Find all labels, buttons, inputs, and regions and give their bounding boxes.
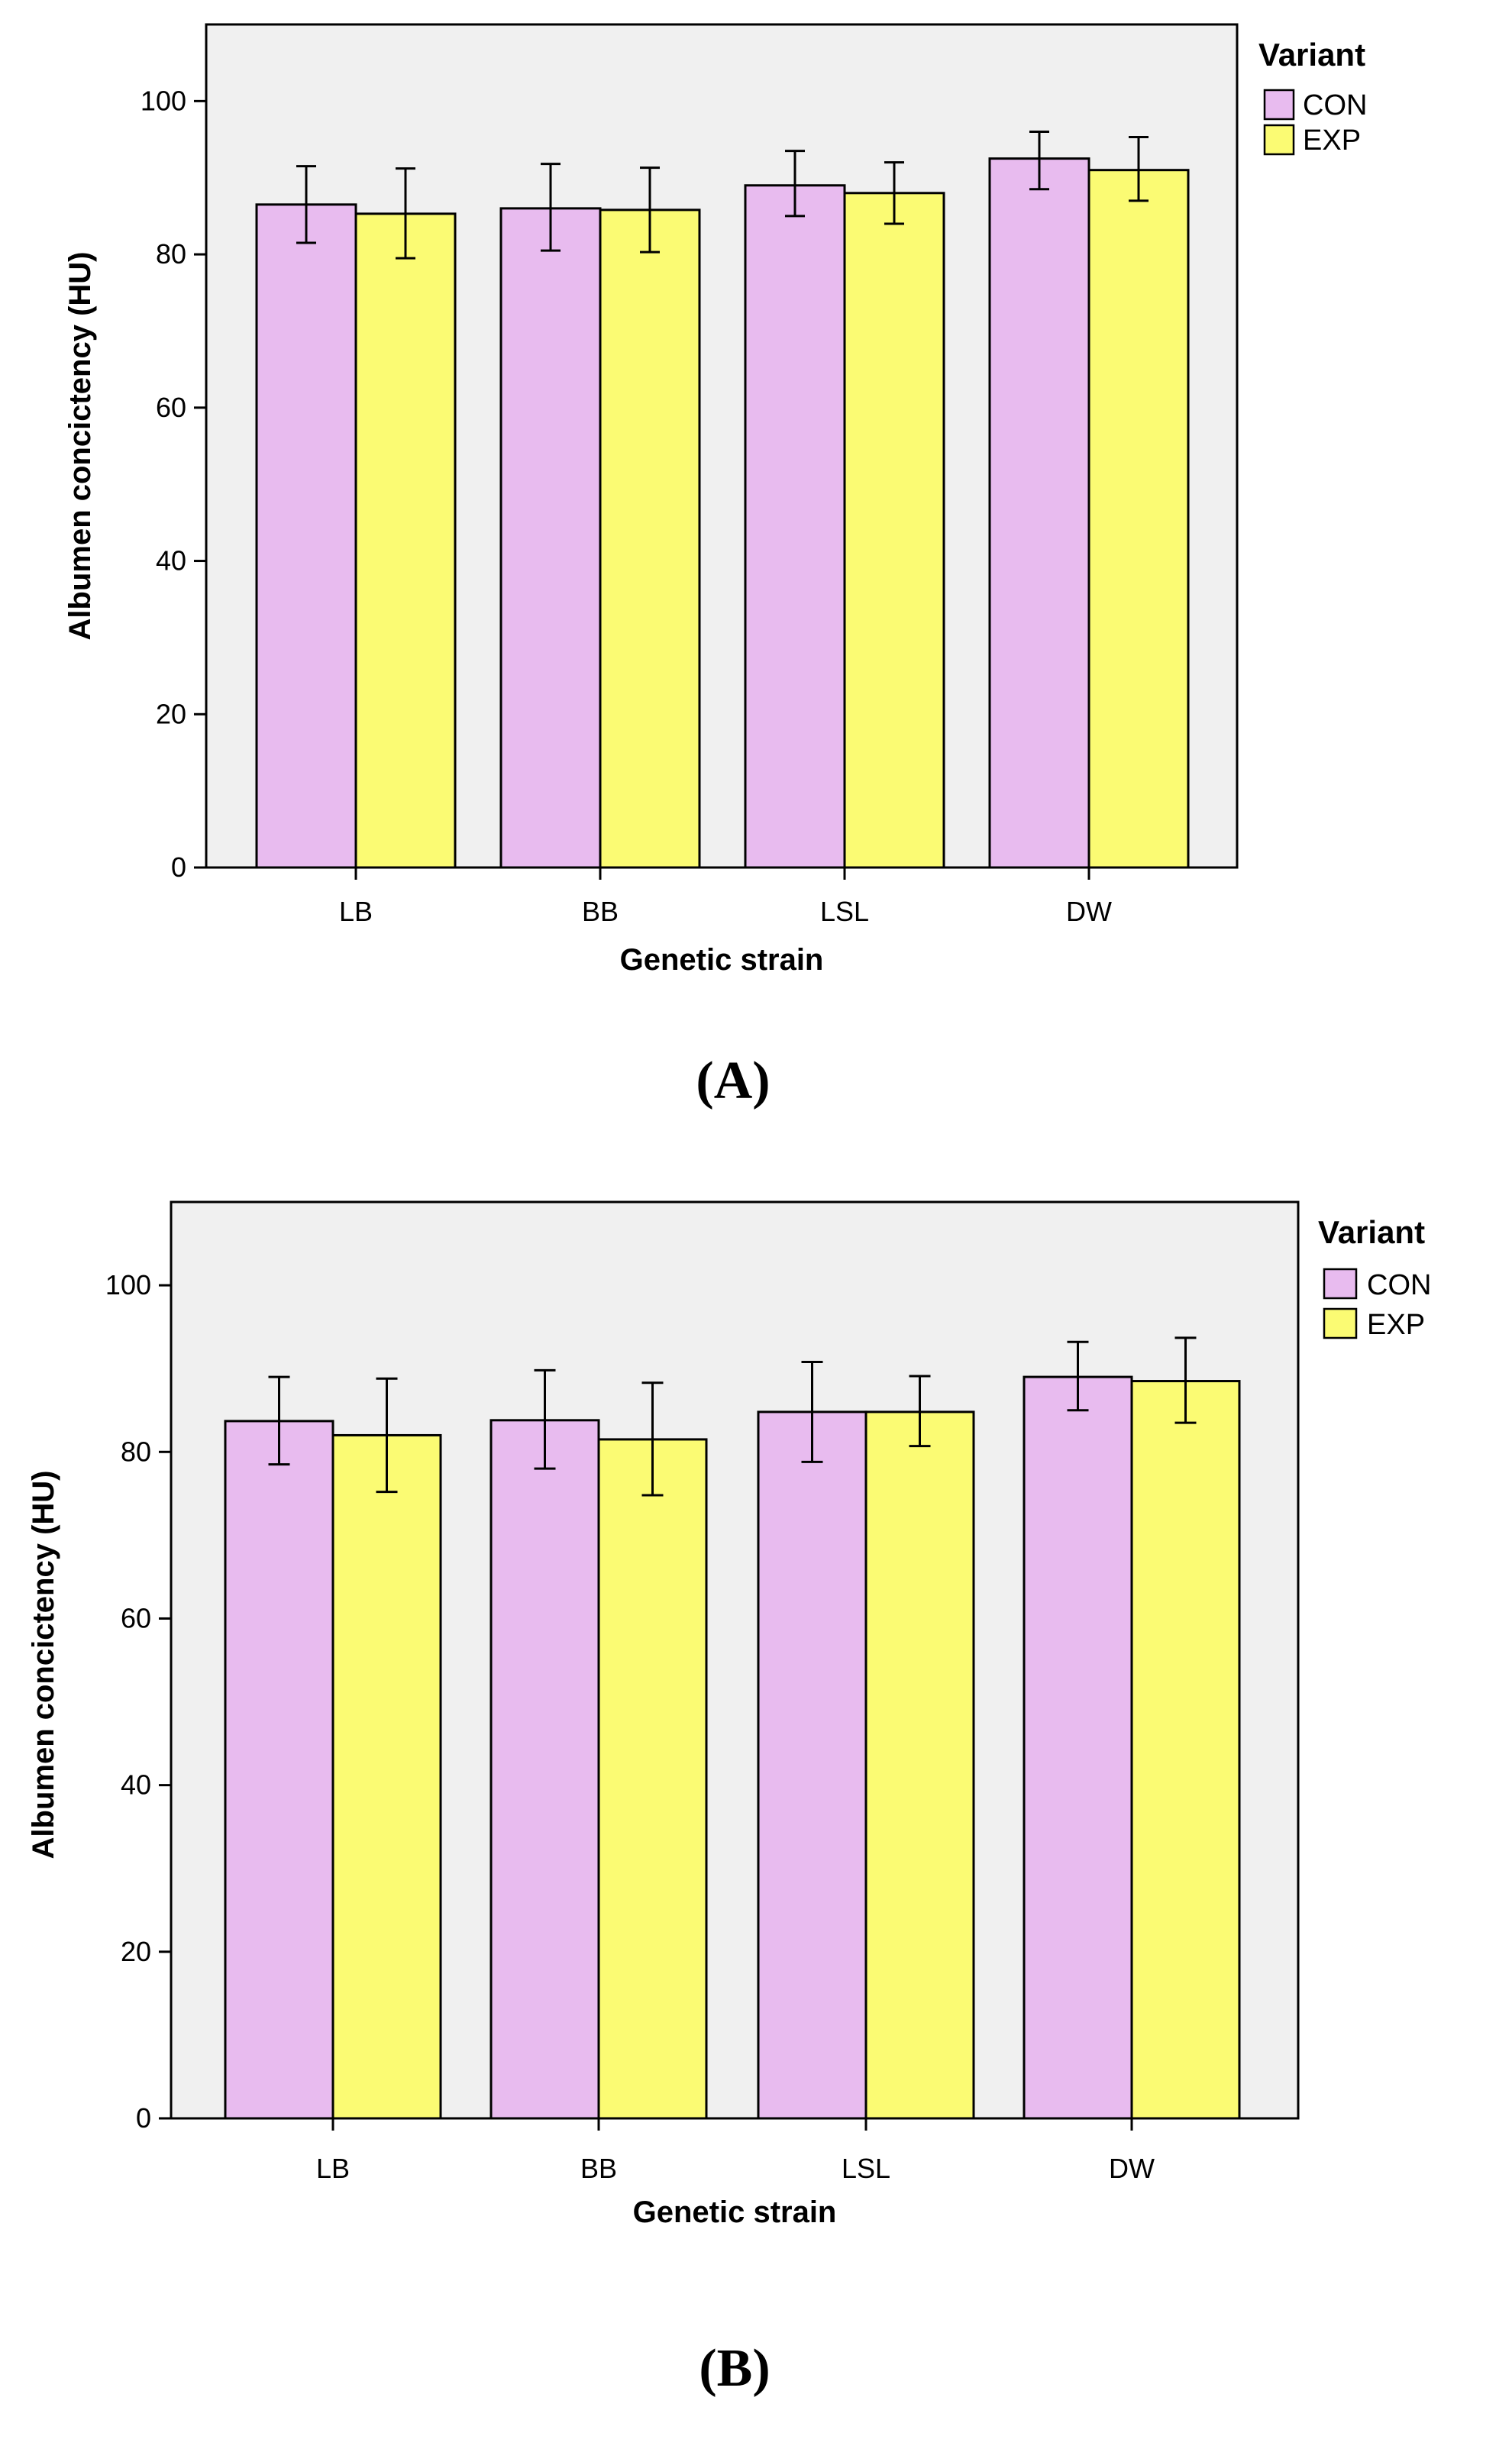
bar-exp-dw [1130, 1380, 1241, 2120]
chart-panel-a: 0 20 40 60 80 100 LB BB LSL DW Albumen concicten… [63, 23, 1367, 1110]
legend-swatch-exp [1263, 124, 1295, 156]
x-tick-label: BB [582, 896, 619, 927]
y-tick-label: 0 [136, 2102, 151, 2134]
y-axis-ticks: 0 20 40 60 80 100 [141, 85, 206, 883]
x-tick-label: DW [1066, 896, 1112, 927]
error-bar-exp-lsl [884, 161, 904, 225]
error-bar-con-bb [534, 1368, 556, 1470]
y-tick-label: 80 [156, 238, 186, 270]
error-bar-con-lb [296, 165, 316, 244]
error-bar-con-lsl [785, 150, 805, 218]
bar-con-bb [489, 1419, 600, 2120]
y-tick-label: 20 [121, 1936, 151, 1967]
legend-title: Variant [1258, 37, 1365, 73]
bar-con-lsl [757, 1410, 867, 2120]
y-axis-title: Albumen concictency (HU) [63, 252, 97, 641]
y-tick-label: 60 [156, 392, 186, 423]
x-axis-title: Genetic strain [633, 2195, 837, 2229]
bar-exp-bb [597, 1438, 708, 2120]
error-bar-con-lb [268, 1375, 290, 1466]
legend-label-exp: EXP [1367, 1309, 1425, 1341]
error-bar-exp-dw [1174, 1336, 1197, 1424]
error-bar-con-bb [541, 163, 561, 252]
bar-exp-lsl [843, 192, 945, 869]
x-tick-label: BB [580, 2153, 617, 2184]
bar-exp-bb [599, 208, 701, 869]
error-bars [296, 131, 1149, 260]
x-tick-label: DW [1109, 2153, 1155, 2184]
legend: Variant CON EXP [1318, 1214, 1431, 1341]
x-tick-label: LSL [842, 2153, 890, 2184]
bar-exp-dw [1087, 169, 1190, 869]
bar-exp-lb [354, 212, 457, 869]
x-tick-label: LSL [820, 896, 869, 927]
x-axis-ticks: LB BB LSL DW [339, 868, 1112, 927]
x-tick-label: LB [339, 896, 373, 927]
legend-swatch-con [1263, 89, 1295, 121]
y-tick-label: 100 [105, 1269, 151, 1300]
y-axis-ticks: 0 20 40 60 80 100 [105, 1269, 171, 2134]
error-bar-exp-lb [396, 167, 415, 260]
x-axis-ticks: LB BB LSL DW [316, 2118, 1155, 2184]
bar-con-lsl [744, 184, 846, 869]
legend-label-con: CON [1367, 1269, 1431, 1301]
y-tick-label: 40 [121, 1769, 151, 1801]
chart-panel-b: 0 20 40 60 80 100 LB BB LSL DW Albumen concicten… [27, 1200, 1431, 2398]
legend-title: Variant [1318, 1214, 1425, 1250]
y-tick-label: 80 [121, 1436, 151, 1467]
error-bar-con-lsl [801, 1360, 823, 1463]
x-tick-label: LB [316, 2153, 350, 2184]
y-tick-label: 40 [156, 545, 186, 577]
legend-label-exp: EXP [1303, 124, 1361, 157]
bar-con-dw [988, 157, 1090, 869]
legend-swatch-exp [1323, 1307, 1358, 1339]
bar-exp-lb [331, 1433, 442, 2120]
y-tick-label: 60 [121, 1602, 151, 1633]
legend-label-con: CON [1303, 89, 1367, 121]
panel-label-b: (B) [699, 2339, 770, 2398]
bar-con-dw [1023, 1375, 1133, 2120]
bar-con-bb [499, 207, 602, 869]
y-tick-label: 20 [156, 698, 186, 729]
legend: Variant CON EXP [1258, 37, 1367, 157]
y-tick-label: 100 [141, 85, 186, 116]
error-bar-exp-lb [376, 1377, 398, 1494]
error-bar-con-dw [1067, 1340, 1089, 1412]
y-tick-label: 0 [171, 851, 186, 883]
y-axis-title: Albumen concictency (HU) [27, 1471, 60, 1859]
error-bar-exp-bb [641, 1381, 664, 1497]
legend-swatch-con [1323, 1268, 1358, 1300]
panel-label-a: (A) [696, 1052, 770, 1110]
bar-exp-lsl [864, 1410, 975, 2120]
bar-con-lb [255, 203, 357, 869]
bar-con-lb [224, 1420, 334, 2120]
bars [224, 1375, 1241, 2120]
error-bar-exp-bb [640, 166, 660, 254]
x-axis-title: Genetic strain [620, 943, 824, 977]
error-bars [268, 1336, 1197, 1497]
error-bar-con-dw [1029, 131, 1049, 191]
error-bar-exp-dw [1129, 136, 1149, 202]
error-bar-exp-lsl [909, 1375, 931, 1448]
